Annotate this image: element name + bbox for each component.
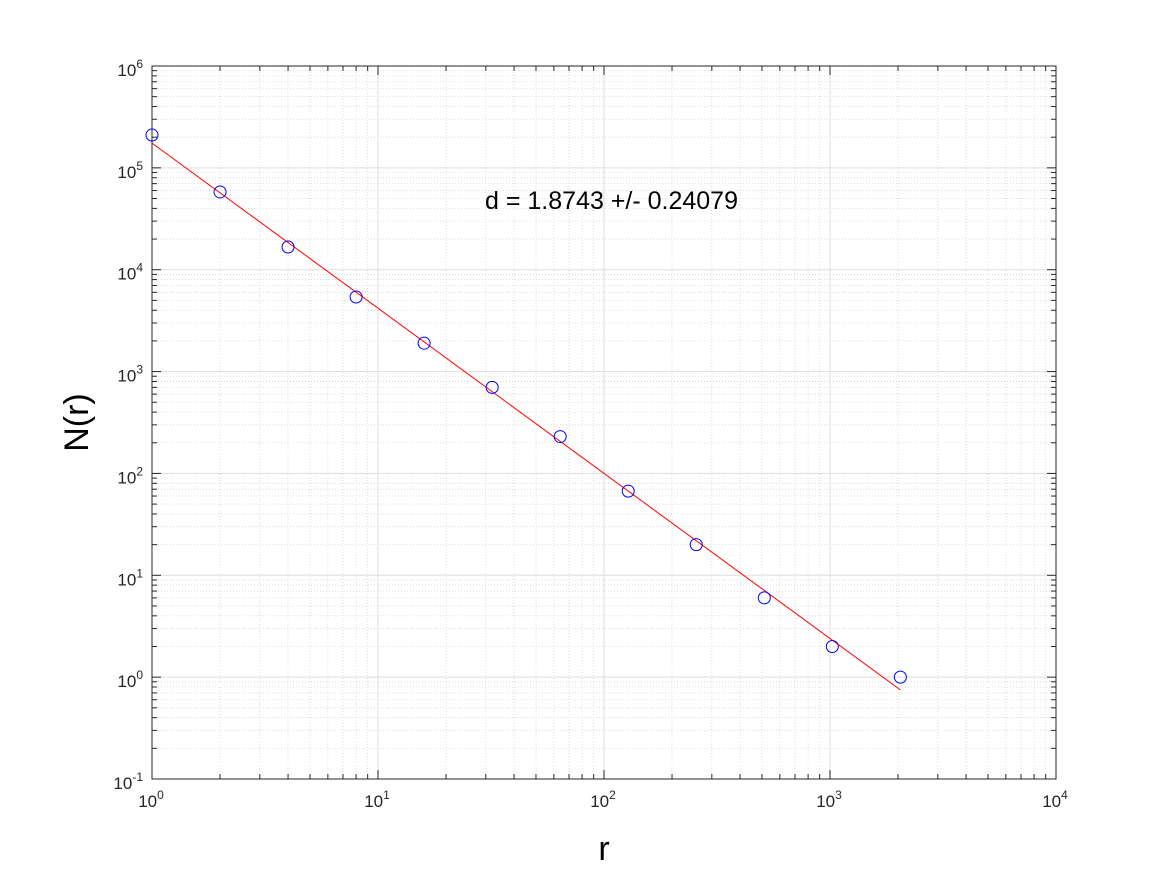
fit-annotation: d = 1.8743 +/- 0.24079 <box>485 187 738 215</box>
y-tick-label: 102 <box>117 464 143 487</box>
x-tick-label: 100 <box>138 788 164 811</box>
plot-area-frame <box>151 65 1057 780</box>
x-tick-label: 103 <box>816 788 842 811</box>
y-tick-label: 103 <box>117 363 143 386</box>
fit-line-group <box>151 142 901 691</box>
x-tick-label: 104 <box>1042 788 1068 811</box>
y-tick-label: 106 <box>117 57 143 80</box>
y-axis-label: N(r) <box>58 393 96 452</box>
y-tick-label: 104 <box>117 261 143 284</box>
x-tick-label: 101 <box>364 788 390 811</box>
y-tick-label: 101 <box>117 566 143 589</box>
axis-ticks <box>151 65 1057 780</box>
y-tick-label: 100 <box>117 668 143 691</box>
data-point <box>825 639 839 653</box>
y-tick-labels: 10-1 100 101 102 103 104 105 106 <box>113 57 143 793</box>
y-tick-label: 10-1 <box>113 770 143 793</box>
data-point <box>281 240 295 254</box>
data-point <box>893 670 907 684</box>
x-axis-label: r <box>598 830 609 868</box>
major-grid <box>152 66 1056 779</box>
data-point <box>145 128 159 142</box>
data-points <box>145 128 907 684</box>
x-tick-labels: 100 101 102 103 104 <box>138 788 1068 811</box>
data-point <box>485 380 499 394</box>
data-point <box>757 591 771 605</box>
data-point <box>213 185 227 199</box>
data-point <box>417 336 431 350</box>
data-point <box>553 430 567 444</box>
data-point <box>349 290 363 304</box>
fit-line <box>151 142 901 691</box>
data-point <box>689 538 703 552</box>
x-tick-label: 102 <box>590 788 616 811</box>
y-tick-label: 105 <box>117 159 143 182</box>
minor-grid <box>152 66 1056 779</box>
data-point <box>621 484 635 498</box>
